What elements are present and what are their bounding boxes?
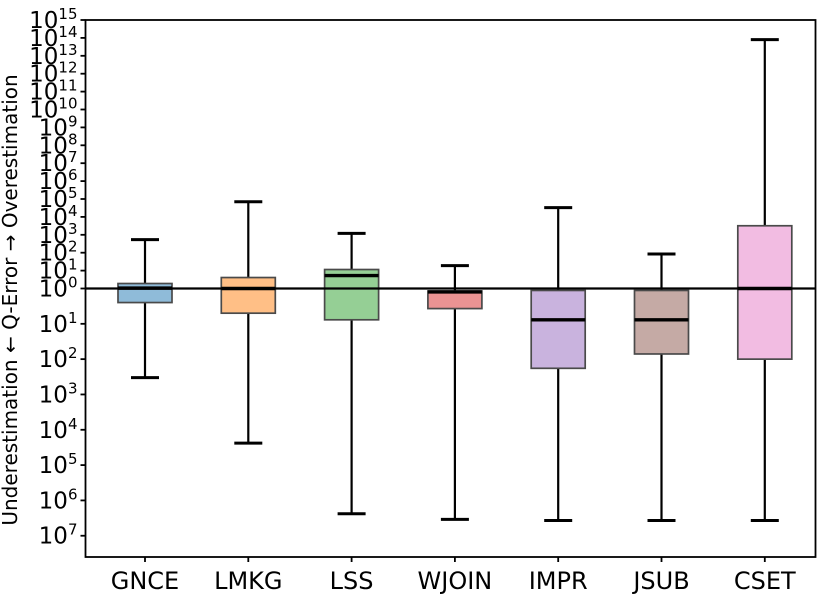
box-CSET [736,224,793,360]
box-LMKG [220,276,277,315]
x-tick-label-JSUB: JSUB [631,567,689,595]
box-LSS [323,268,380,321]
y-tick-label: 1012 [29,59,77,88]
box-JSUB [633,289,690,355]
box-group-CSET [736,38,793,523]
y-tick-label: 101 [39,309,78,338]
x-tick-label-WJOIN: WJOIN [418,567,493,595]
box-group-GNCE [117,238,173,380]
y-tick-label: 106 [39,485,78,514]
box-group-LSS [323,231,380,516]
box-group-IMPR [530,206,587,523]
box-group-JSUB [633,252,690,523]
x-tick-label-LSS: LSS [330,567,374,595]
y-tick-label: 105 [39,450,78,479]
x-tick-label-LMKG: LMKG [214,567,282,595]
y-tick-label: 100 [39,274,78,303]
x-tick-label-CSET: CSET [734,567,796,595]
box-group-LMKG [220,200,277,445]
box-group-WJOIN [427,264,483,521]
y-tick-label: 107 [39,521,78,550]
x-tick-label-GNCE: GNCE [111,567,179,595]
y-axis-label: Underestimation ← Q-Error → Overestimati… [0,74,22,525]
box-IMPR [530,289,587,370]
y-tick-label: 102 [39,344,78,373]
x-tick-label-IMPR: IMPR [529,567,588,595]
y-tick-label: 103 [39,379,78,408]
box-GNCE [117,282,173,304]
y-tick-label: 104 [39,415,78,444]
y-tick-label: 106 [39,166,78,195]
y-tick-label: 103 [39,220,78,249]
box-WJOIN [427,290,483,310]
